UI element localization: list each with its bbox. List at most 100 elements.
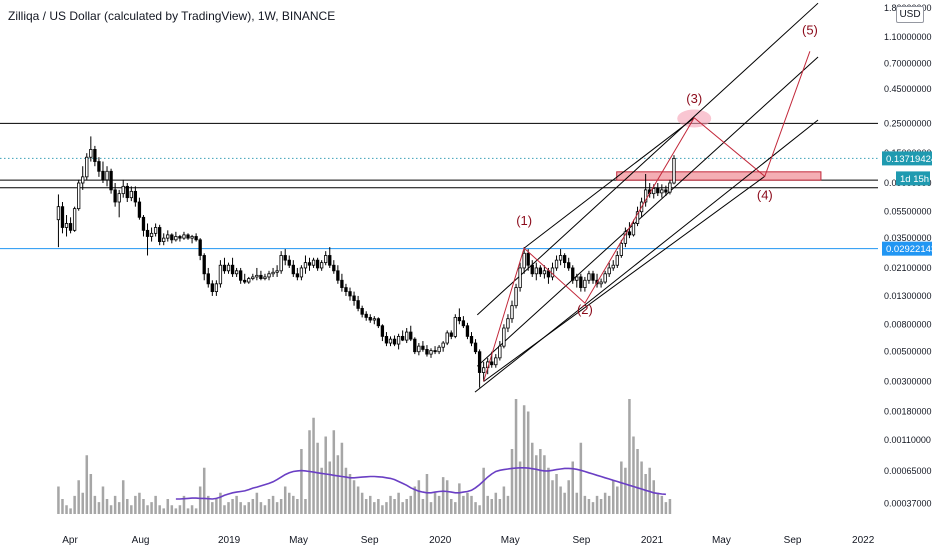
volume-bar (182, 495, 186, 514)
candle-body (198, 239, 202, 256)
candle-body (320, 262, 324, 269)
time-axis-tick-label: 2019 (218, 535, 241, 546)
volume-bar (547, 467, 550, 514)
candle-body (145, 229, 150, 237)
volume-bar (352, 480, 356, 514)
candle-body (635, 211, 640, 224)
volume-bar (344, 467, 348, 514)
volume-bar (81, 492, 84, 514)
volume-bar (300, 449, 303, 514)
volume-bar (170, 505, 174, 514)
candle-body (668, 182, 672, 193)
volume-bar (417, 480, 421, 514)
volume-bar (603, 492, 607, 514)
volume-bar (332, 430, 336, 514)
candle-body (522, 252, 526, 269)
volume-bar (308, 430, 311, 514)
volume-bar (259, 502, 263, 514)
candle-body (186, 234, 190, 239)
volume-bar (69, 508, 72, 514)
volume-bar (575, 492, 579, 514)
volume-bar (607, 495, 611, 514)
candle-body (461, 320, 466, 327)
volume-bar (429, 502, 433, 514)
volume-bar (624, 467, 627, 514)
candle-body (267, 273, 271, 278)
candle-body (441, 342, 445, 348)
candle-body (534, 267, 538, 275)
candle-body (226, 264, 231, 272)
candle-body (457, 316, 462, 322)
volume-bar (454, 502, 457, 514)
volume-bar (458, 483, 461, 514)
volume-bar (449, 499, 453, 514)
candle-body (400, 335, 405, 341)
volume-bar (73, 495, 76, 514)
candle-body (234, 270, 239, 275)
volume-bar (494, 492, 498, 514)
volume-bar (324, 436, 327, 514)
volume-bar (397, 492, 400, 514)
wave-label: (1) (516, 213, 532, 228)
candle-body (631, 223, 636, 236)
volume-bar (389, 495, 392, 514)
volume-bar (474, 502, 477, 514)
volume-bar (158, 505, 161, 514)
candle-body (121, 185, 125, 195)
candle-body (502, 327, 506, 347)
volume-bar (611, 480, 615, 514)
candle-body (498, 345, 502, 359)
volume-bar (551, 480, 554, 514)
volume-bar (288, 492, 291, 514)
candle-body (603, 273, 607, 283)
volume-bar (174, 508, 178, 514)
volume-bar (251, 499, 255, 514)
volume-bar (57, 486, 60, 514)
wave-label: (3) (686, 91, 702, 106)
candle-body (368, 316, 372, 321)
candle-body (109, 170, 113, 191)
price-axis-tick-label: 0.01300000 (884, 291, 932, 301)
volume-bar (138, 492, 141, 514)
price-axis-tick-label: 0.00180000 (884, 406, 932, 416)
volume-bar (530, 442, 534, 514)
price-axis: 1.800000001.100000000.700000000.45000000… (882, 3, 932, 509)
candle-body (133, 190, 138, 203)
volume-bar (150, 502, 153, 514)
time-axis-tick-label: May (712, 535, 731, 546)
volume-bar (109, 505, 113, 514)
volume-bar (535, 455, 538, 514)
candle-body (170, 234, 174, 241)
volume-bar (360, 492, 364, 514)
candle-body (623, 231, 628, 244)
candle-body (453, 316, 457, 337)
volume-bar (543, 455, 546, 514)
candle-body (230, 264, 235, 275)
volume-bar (194, 508, 198, 514)
volume-bar (555, 474, 558, 514)
volume-bar (93, 495, 97, 514)
candle-body (117, 193, 121, 203)
volume-bar (85, 455, 89, 514)
volume-bar (482, 467, 485, 514)
candle-body (591, 273, 595, 281)
volume-bar (130, 505, 133, 514)
candle-body (490, 361, 494, 366)
channel-line (476, 56, 819, 367)
volume-bar (587, 499, 591, 514)
volume-bar (61, 499, 64, 514)
volume-bar (328, 461, 332, 514)
last-price-tag: 0.13719424 (886, 154, 932, 165)
currency-selector-button[interactable]: USD (896, 6, 924, 23)
price-axis-tick-label: 0.03500000 (884, 233, 932, 243)
volume-bar (202, 467, 206, 514)
candle-body (149, 232, 154, 237)
volume-bar (340, 442, 344, 514)
price-axis-tick-label: 0.00300000 (884, 377, 932, 387)
volume-bar (271, 495, 275, 514)
candle-body (72, 208, 77, 231)
candle-body (364, 313, 368, 318)
candle-body (494, 357, 498, 366)
volume-bar (247, 502, 251, 514)
volume-bar (409, 495, 413, 514)
